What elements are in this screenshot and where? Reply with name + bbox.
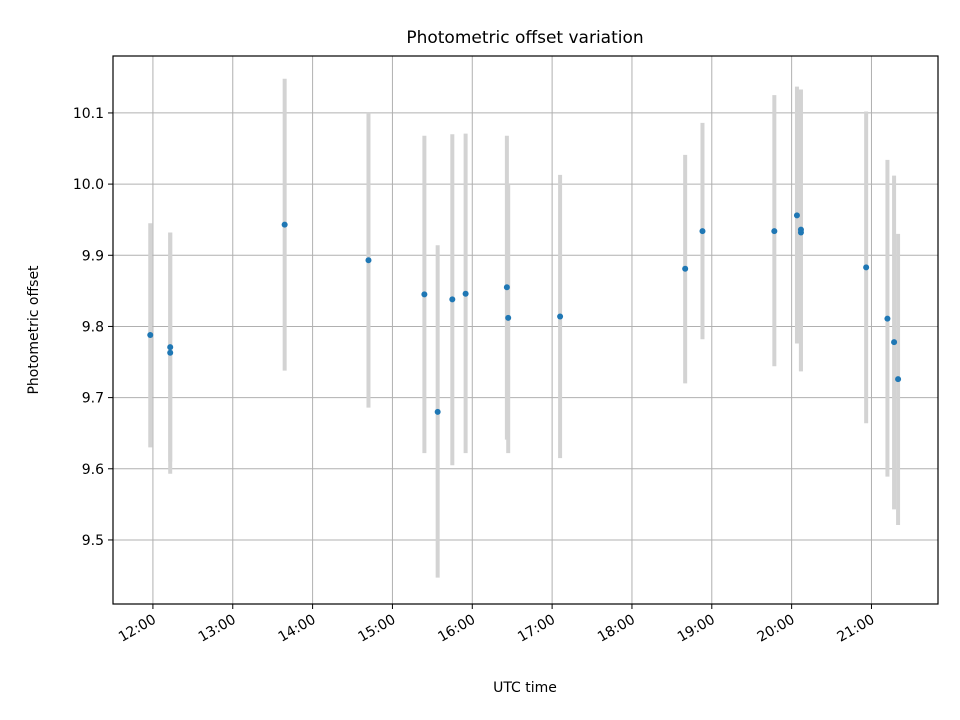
data-point <box>365 257 372 264</box>
y-tick-label: 9.5 <box>82 533 104 549</box>
y-tick-label: 9.8 <box>82 319 104 335</box>
plot-area-frame <box>112 55 939 605</box>
data-point <box>421 291 428 298</box>
y-tick-label: 10.1 <box>73 106 104 122</box>
data-point <box>281 221 288 228</box>
y-axis-title: Photometric offset <box>26 265 42 395</box>
data-point <box>147 331 154 338</box>
data-points <box>147 212 902 415</box>
y-tick-label: 9.7 <box>82 391 104 407</box>
x-axis-title: UTC time <box>493 680 557 696</box>
data-point <box>167 344 174 351</box>
data-point <box>797 226 804 233</box>
data-point <box>895 376 902 383</box>
data-point <box>462 290 469 297</box>
data-point <box>167 349 174 356</box>
data-point <box>682 265 689 272</box>
y-tick-label: 9.6 <box>82 462 104 478</box>
data-point <box>884 315 891 322</box>
data-point <box>505 314 512 321</box>
data-point <box>863 264 870 271</box>
data-point <box>449 296 456 303</box>
y-axis-ticks: 9.5 9.6 9.7 9.8 9.9 10.0 10.1 <box>73 106 113 549</box>
y-tick-label: 9.9 <box>82 248 104 264</box>
chart-title: Photometric offset variation <box>406 28 643 48</box>
data-point <box>699 228 706 235</box>
data-point <box>503 284 510 291</box>
data-point <box>891 339 898 346</box>
data-point <box>434 408 441 415</box>
data-point <box>771 228 778 235</box>
y-tick-label: 10.0 <box>73 177 104 193</box>
data-point <box>793 212 800 219</box>
data-point <box>557 313 564 320</box>
